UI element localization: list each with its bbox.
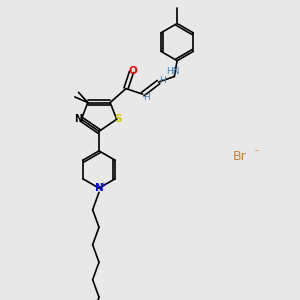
Text: N: N <box>74 114 83 124</box>
Text: Br: Br <box>233 149 247 163</box>
Text: +: + <box>100 182 106 188</box>
Text: H: H <box>143 93 150 102</box>
Text: ⁻: ⁻ <box>254 148 260 158</box>
Text: HN: HN <box>166 68 180 76</box>
Text: N: N <box>94 183 103 193</box>
Text: H: H <box>159 76 166 85</box>
Text: S: S <box>114 114 122 124</box>
Text: O: O <box>129 66 137 76</box>
